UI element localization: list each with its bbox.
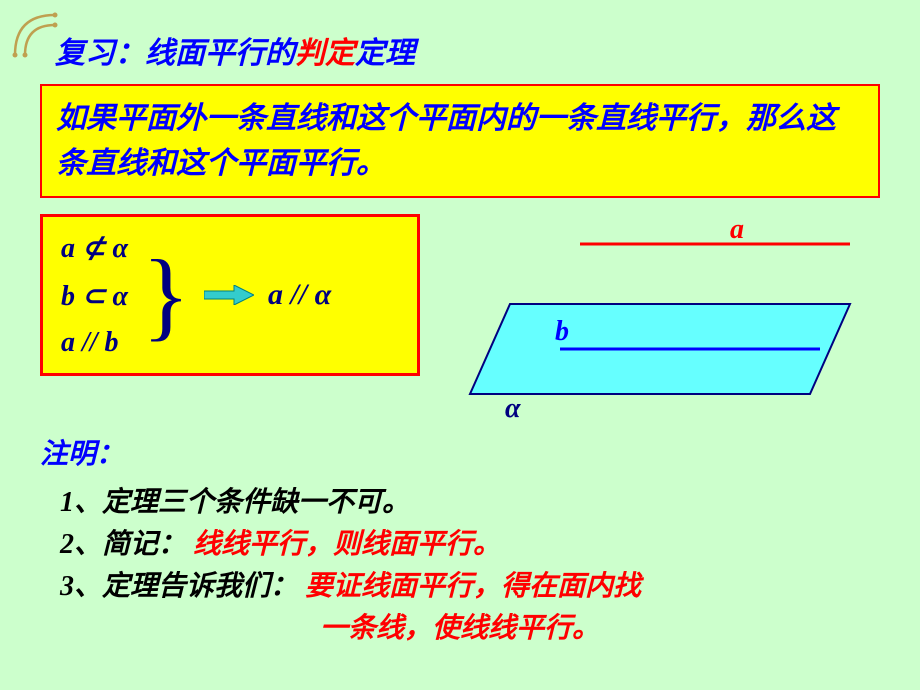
theorem-box: 如果平面外一条直线和这个平面内的一条直线平行，那么这条直线和这个平面平行。 [40, 84, 880, 198]
note-3-body-2: 一条线，使线线平行。 [60, 608, 880, 650]
middle-row: a ⊄ α b ⊂ α a // b } a // α a b α [40, 214, 880, 414]
notes-header: 注明： [40, 434, 880, 476]
note-1-pre: 1、 [60, 487, 102, 518]
condition-3: a // b [61, 327, 128, 359]
plane-diagram: a b α [450, 214, 870, 414]
label-alpha: α [505, 393, 521, 424]
note-3-body-1: 要证线面平行，得在面内找 [305, 571, 641, 602]
note-1-body: 定理三个条件缺一不可。 [102, 487, 410, 518]
note-2: 2、简记： 线线平行，则线面平行。 [40, 524, 880, 566]
note-3-label: 定理告诉我们： [102, 571, 298, 602]
label-b: b [555, 316, 569, 347]
conclusion: a // α [268, 278, 331, 312]
title-prefix: 复习：线面平行的 [55, 37, 295, 70]
conditions-list: a ⊄ α b ⊂ α a // b [61, 231, 128, 359]
note-2-pre: 2、 [60, 529, 102, 560]
conditions-box: a ⊄ α b ⊂ α a // b } a // α [40, 214, 420, 376]
note-3-pre: 3、 [60, 571, 102, 602]
notes-section: 注明： 1、定理三个条件缺一不可。 2、简记： 线线平行，则线面平行。 3、定理… [40, 434, 880, 650]
note-1: 1、定理三个条件缺一不可。 [40, 482, 880, 524]
note-2-label: 简记： [102, 529, 186, 560]
title-highlight: 判定 [295, 37, 355, 70]
arrow-icon [204, 285, 254, 305]
slide-title: 复习：线面平行的判定定理 [40, 28, 880, 72]
condition-2: b ⊂ α [61, 279, 128, 313]
note-2-body: 线线平行，则线面平行。 [193, 529, 501, 560]
label-a: a [730, 214, 744, 245]
slide: 复习：线面平行的判定定理 如果平面外一条直线和这个平面内的一条直线平行，那么这条… [0, 0, 920, 690]
corner-decoration [10, 10, 70, 60]
title-suffix: 定理 [355, 37, 415, 70]
condition-1: a ⊄ α [61, 231, 128, 265]
note-3: 3、定理告诉我们： 要证线面平行，得在面内找 一条线，使线线平行。 [40, 566, 880, 650]
brace-icon: } [142, 250, 190, 340]
